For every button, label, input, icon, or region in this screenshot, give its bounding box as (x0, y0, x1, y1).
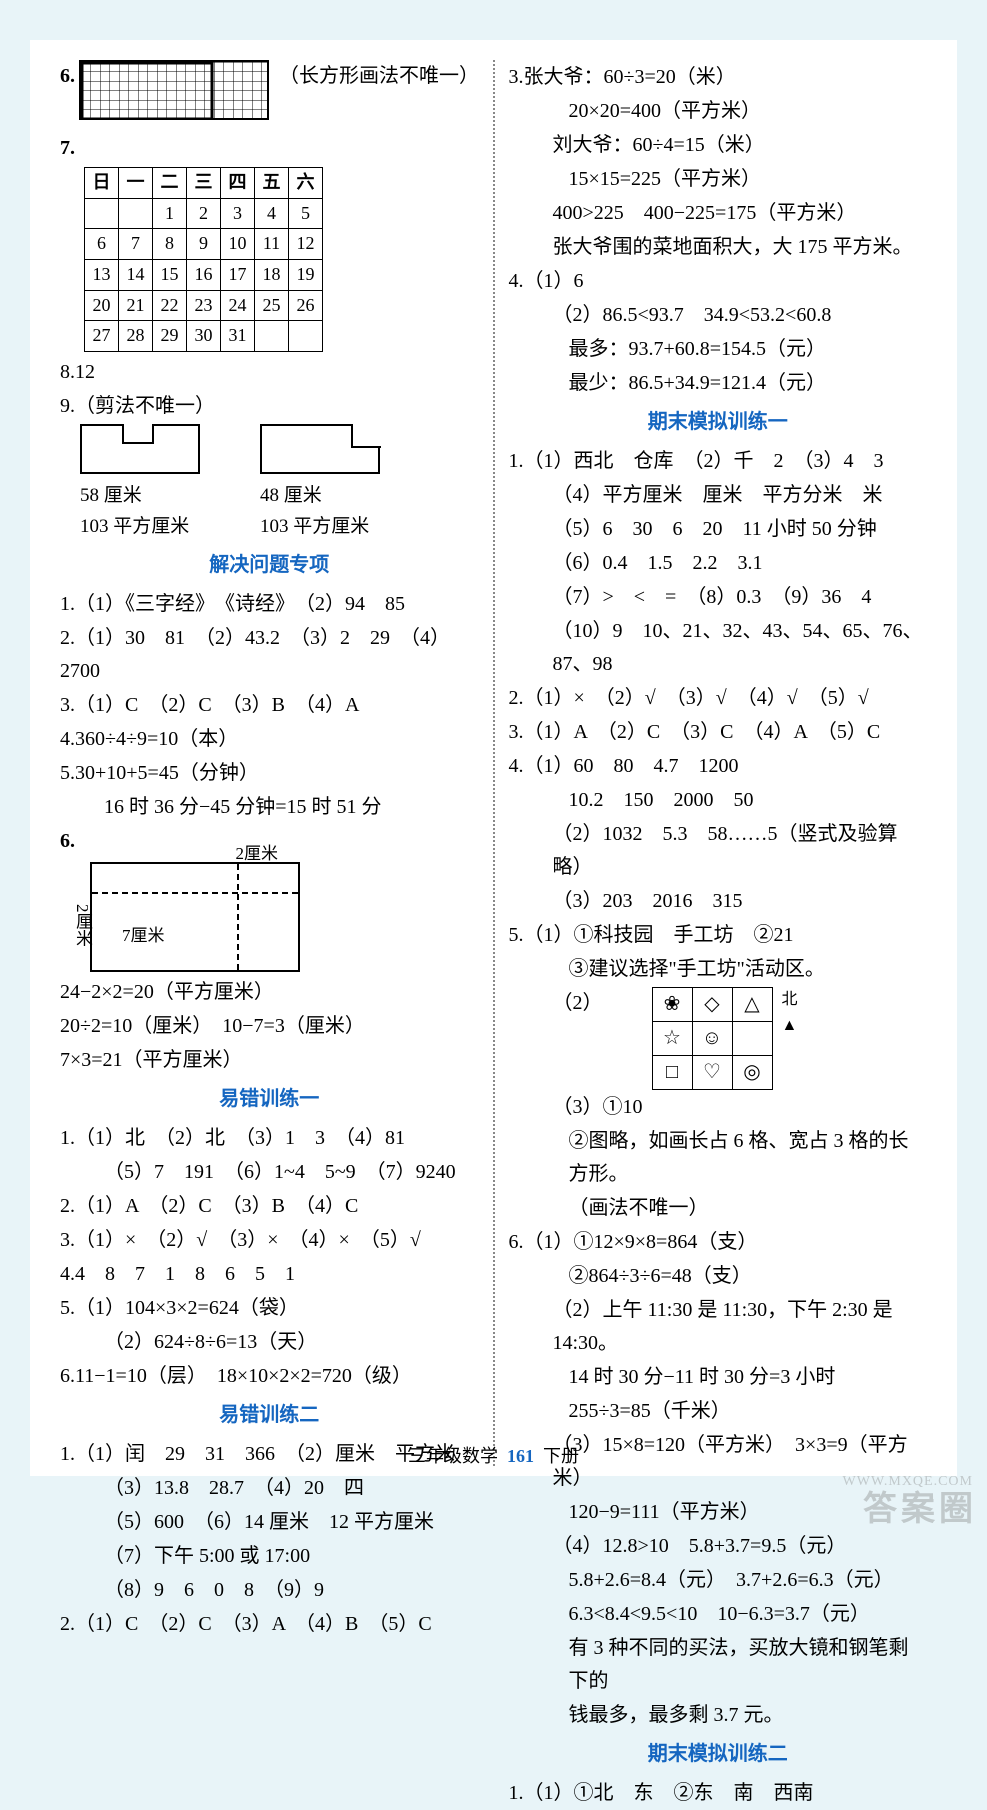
f1-1d: （6）0.4 1.5 2.2 3.1 (509, 547, 928, 580)
q9-shapes: 58 厘米 103 平方厘米 48 厘米 103 平方厘米 (80, 424, 479, 543)
f1-6d: 14 时 30 分−11 时 30 分=3 小时 (509, 1361, 928, 1394)
e2-1e: （8）9 6 0 8 （9）9 (60, 1574, 479, 1607)
north-label: 北▲ (782, 987, 798, 1040)
r3f: 张大爷围的菜地面积大，大 175 平方米。 (509, 231, 928, 264)
f1-6c: （2）上午 11:30 是 11:30，下午 2:30 是 14:30。 (509, 1294, 928, 1360)
s1-5a: 5.30+10+5=45（分钟） (60, 757, 479, 790)
q6-num: 6. (60, 60, 75, 93)
footer-page: 161 (507, 1446, 534, 1466)
f1-6a: 6.（1）①12×9×8=864（支） (509, 1226, 928, 1259)
watermark: 答案圈 (863, 1481, 977, 1530)
s1-6b: 20÷2=10（厘米） 10−7=3（厘米） (60, 1010, 479, 1043)
f1-5b: ③建议选择"手工坊"活动区。 (509, 953, 928, 986)
f1-5e: ②图略，如画长占 6 格、宽占 3 格的长方形。 (509, 1125, 928, 1191)
f2-1: 1.（1）①北 东 ②东 南 西南 (509, 1777, 928, 1810)
q9-shape-b (260, 424, 380, 474)
r4d: 最少：86.5+34.9=121.4（元） (509, 367, 928, 400)
f1-1b: （4）平方厘米 厘米 平方分米 米 (509, 479, 928, 512)
f1-4c: （2）1032 5.3 58……5（竖式及验算略） (509, 818, 928, 884)
f1-4b: 10.2 150 2000 50 (509, 784, 928, 817)
q8: 8.12 (60, 356, 479, 389)
q9b-perim: 48 厘米 (260, 480, 380, 511)
q7-num: 7. (60, 137, 75, 159)
s1-1: 1.（1）《三字经》 《诗经》 （2）94 85 (60, 588, 479, 621)
f1-5d: （3）①10 (509, 1091, 928, 1124)
f1-5c-label: （2） ❀◇△☆☺□♡◎ 北▲ (509, 987, 928, 1090)
r3b: 20×20=400（平方米） (509, 95, 928, 128)
footer-a: 三年级数学 (408, 1446, 498, 1466)
f1-6e: 255÷3=85（千米） (509, 1395, 928, 1428)
s1-3: 3.（1）C （2）C （3）B （4）A (60, 689, 479, 722)
f1-4a: 4.（1）60 80 4.7 1200 (509, 750, 928, 783)
f1-6h: （4）12.8>10 5.8+3.7=9.5（元） (509, 1530, 928, 1563)
s1-5b: 16 时 36 分−45 分钟=15 时 51 分 (60, 791, 479, 824)
column-divider (493, 60, 495, 1466)
footer-b: 下册 (543, 1446, 579, 1466)
s1-6a: 24−2×2=20（平方厘米） (60, 976, 479, 1009)
f1-6k: 有 3 种不同的买法，买放大镜和钢笔剩下的 (509, 1632, 928, 1698)
s1-6-num: 6. (60, 830, 75, 852)
e1-4: 4.4 8 7 1 8 6 5 1 (60, 1258, 479, 1291)
r4c: 最多：93.7+60.8=154.5（元） (509, 333, 928, 366)
r3c: 刘大爷：60÷4=15（米） (509, 129, 928, 162)
e2-2: 2.（1）C （2）C （3）A （4）B （5）C (60, 1608, 479, 1641)
symbol-grid: ❀◇△☆☺□♡◎ (652, 987, 773, 1090)
f1-1c: （5）6 30 6 20 11 小时 50 分钟 (509, 513, 928, 546)
e1-2: 2.（1）A （2）C （3）B （4）C (60, 1190, 479, 1223)
e1-3: 3.（1）× （2）√ （3）× （4）× （5）√ (60, 1224, 479, 1257)
r4b: （2）86.5<93.7 34.9<53.2<60.8 (509, 299, 928, 332)
section-solve: 解决问题专项 (60, 549, 479, 582)
f1-6l: 钱最多，最多剩 3.7 元。 (509, 1699, 928, 1732)
e2-1b: （3）13.8 28.7 （4）20 四 (60, 1472, 479, 1505)
f1-6i: 5.8+2.6=8.4（元） 3.7+2.6=6.3（元） (509, 1564, 928, 1597)
f1-1f: （10）9 10、21、32、43、54、65、76、87、98 (509, 615, 928, 681)
q9-title: 9.（剪法不唯一） (60, 390, 479, 423)
q6-grid (79, 60, 269, 131)
e2-1d: （7）下午 5:00 或 17:00 (60, 1540, 479, 1573)
e1-6: 6.11−1=10（层） 18×10×2×2=720（级） (60, 1360, 479, 1393)
r3a: 3.张大爷：60÷3=20（米） (509, 61, 928, 94)
e1-1: 1.（1）北 （2）北 （3）1 3 （4）81 (60, 1122, 479, 1155)
r3d: 15×15=225（平方米） (509, 163, 928, 196)
page-footer: 三年级数学 161 下册 (30, 1442, 957, 1468)
e1-1b: （5）7 191 （6）1~4 5~9 （7）9240 (60, 1156, 479, 1189)
q7-calendar: 日一二三四五六 12345678910111213141516171819202… (84, 167, 323, 352)
section-final1: 期末模拟训练一 (509, 406, 928, 439)
section-final2: 期末模拟训练二 (509, 1738, 928, 1771)
e1-5a: 5.（1）104×3×2=624（袋） (60, 1292, 479, 1325)
lbl-in: 7厘米 (122, 922, 165, 950)
lbl-left: 2厘米 (68, 904, 96, 947)
section-err1: 易错训练一 (60, 1083, 479, 1116)
e1-5b: （2）624÷8÷6=13（天） (60, 1326, 479, 1359)
s1-4: 4.360÷4÷9=10（本） (60, 723, 479, 756)
q6-note: （长方形画法不唯一） (279, 60, 479, 93)
q9a-area: 103 平方厘米 (80, 511, 200, 542)
r3e: 400>225 400−225=175（平方米） (509, 197, 928, 230)
f1-5f: （画法不唯一） (509, 1192, 928, 1225)
f1-4d: （3）203 2016 315 (509, 885, 928, 918)
q9-shape-a (80, 424, 200, 474)
left-column: 6. （长方形画法不唯一） 7. 日一二三四五六 123456789101112… (50, 60, 489, 1466)
f1-1e: （7）> < = （8）0.3 （9）36 4 (509, 581, 928, 614)
s1-2: 2.（1）30 81 （2）43.2 （3）2 29 （4）2700 (60, 622, 479, 688)
f1-6j: 6.3<8.4<9.5<10 10−6.3=3.7（元） (509, 1598, 928, 1631)
section-err2: 易错训练二 (60, 1399, 479, 1432)
s1-6c: 7×3=21（平方厘米） (60, 1044, 479, 1077)
r4a: 4.（1）6 (509, 265, 928, 298)
f1-2: 2.（1）× （2）√ （3）√ （4）√ （5）√ (509, 682, 928, 715)
right-column: 3.张大爷：60÷3=20（米） 20×20=400（平方米） 刘大爷：60÷4… (499, 60, 938, 1466)
q9a-perim: 58 厘米 (80, 480, 200, 511)
f1-5a: 5.（1）①科技园 手工坊 ②21 (509, 919, 928, 952)
e2-1c: （5）600 （6）14 厘米 12 平方厘米 (60, 1506, 479, 1539)
f1-3: 3.（1）A （2）C （3）C （4）A （5）C (509, 716, 928, 749)
q9b-area: 103 平方厘米 (260, 511, 380, 542)
f1-6b: ②864÷3÷6=48（支） (509, 1260, 928, 1293)
s1-6-diagram: 2厘米 2厘米 7厘米 (90, 862, 300, 972)
lbl-top: 2厘米 (236, 840, 279, 868)
f1-1: 1.（1）西北 仓库 （2）千 2 （3）4 3 (509, 445, 928, 478)
